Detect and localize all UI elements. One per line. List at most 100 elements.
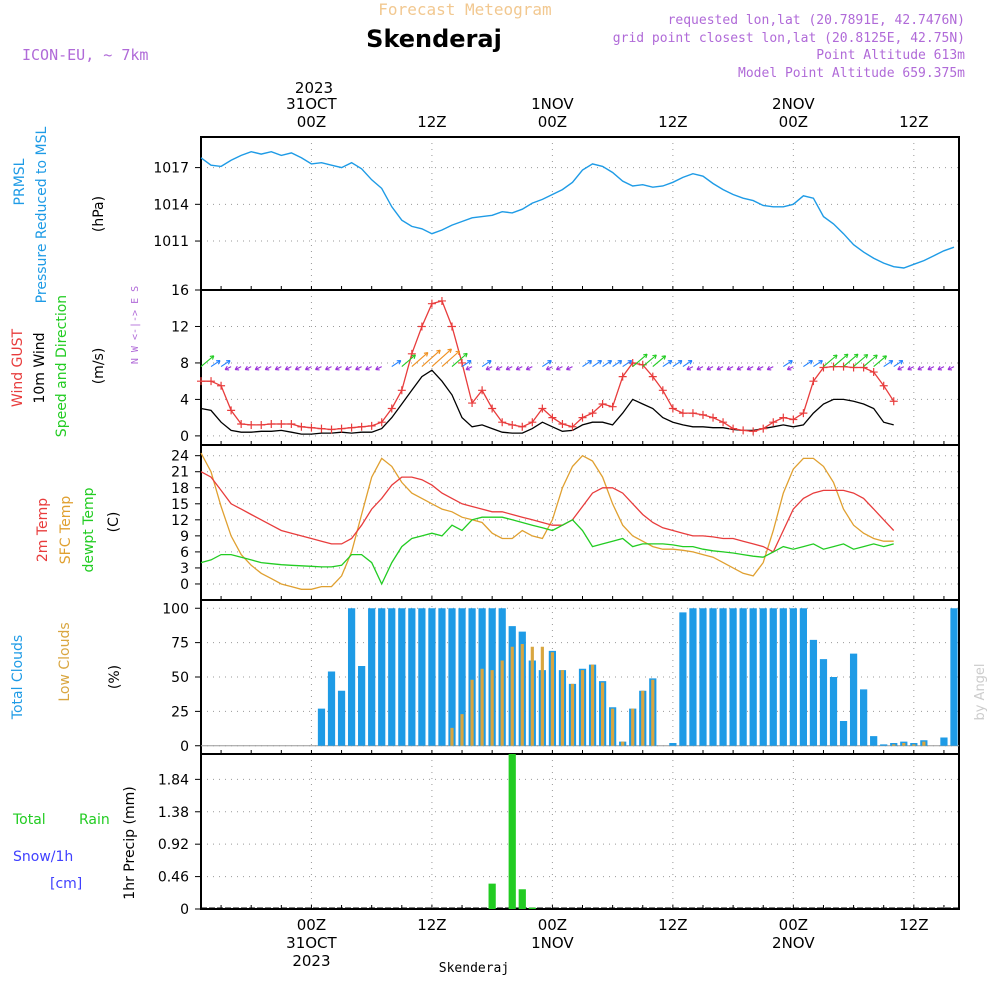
- low-cloud-bar: [550, 652, 554, 746]
- y-tick-label: 15: [171, 497, 189, 513]
- gust-marker: [317, 424, 326, 433]
- wind-arrow: [813, 360, 823, 368]
- wind-arrow: [843, 353, 859, 368]
- low-cloud-bar: [892, 744, 896, 746]
- gust-marker: [227, 406, 236, 415]
- wind-arrow: [556, 366, 563, 371]
- gust-marker: [347, 423, 356, 432]
- y-tick-label: 1017: [153, 161, 189, 177]
- gust-marker: [297, 422, 306, 431]
- precip-label-cm: [cm]: [50, 876, 82, 892]
- gridpoint-coords: grid point closest lon,lat (20.8125E, 42…: [613, 31, 965, 46]
- wind-arrow-head: [244, 365, 250, 371]
- point-altitude: Point Altitude 613m: [816, 48, 965, 63]
- low-cloud-bar: [641, 690, 645, 746]
- wind-arrow: [682, 360, 693, 368]
- top-axis-date: 1NOV: [531, 95, 574, 113]
- total-cloud-bar: [699, 608, 707, 746]
- low-cloud-bar: [460, 714, 464, 746]
- gust-marker: [337, 424, 346, 433]
- total-cloud-bar: [769, 608, 777, 746]
- wind-arrow-head: [487, 360, 492, 365]
- y-tick-label: 12: [171, 319, 189, 335]
- gust-marker: [267, 420, 276, 429]
- wind-arrow: [234, 366, 242, 371]
- wind-arrow-head: [843, 353, 849, 359]
- wind-arrow: [200, 355, 215, 368]
- wind-arrow: [315, 366, 322, 371]
- wind-arrow-head: [545, 365, 551, 371]
- gust-marker: [658, 386, 667, 395]
- low-cloud-bar: [520, 644, 524, 746]
- wind-arrow: [224, 366, 232, 371]
- gust-marker: [598, 399, 607, 408]
- wind-label-10m: 10m Wind: [32, 332, 48, 403]
- gust-marker: [819, 363, 828, 372]
- precip-label-snow: Snow/1h: [13, 849, 73, 865]
- wind-arrow-head: [726, 365, 732, 371]
- y-tick-label: 1.84: [158, 772, 189, 788]
- low-cloud-bar: [470, 679, 474, 746]
- y-tick-label: 25: [171, 704, 189, 720]
- wind-arrow: [325, 366, 332, 371]
- bottom-axis-year: 2023: [292, 952, 330, 970]
- product-title: Forecast Meteogram: [378, 0, 551, 19]
- wind-arrow: [592, 360, 602, 368]
- gust-marker: [799, 409, 808, 418]
- wind-arrow-head: [888, 360, 894, 365]
- low-cloud-bar: [540, 646, 544, 746]
- wind-arrow: [411, 352, 429, 368]
- wind-arrow-head: [325, 365, 330, 371]
- y-tick-label: 6: [180, 545, 189, 561]
- top-axis-hour: 12Z: [658, 113, 687, 131]
- gust-marker: [277, 420, 286, 429]
- panel-frame: [200, 289, 960, 446]
- y-tick-label: 8: [180, 356, 189, 372]
- top-axis-date: 31OCT: [286, 95, 337, 113]
- low-cloud-bar: [530, 646, 534, 746]
- wind-arrow: [295, 366, 302, 371]
- total-cloud-bar: [839, 721, 848, 746]
- total-cloud-bar: [398, 608, 406, 746]
- total-cloud-bar: [347, 608, 356, 746]
- top-axis-hour: 00Z: [779, 113, 808, 131]
- total-cloud-bar: [408, 608, 416, 746]
- gust-marker: [829, 362, 838, 371]
- wind-arrow-head: [355, 365, 360, 371]
- wind-arrow-head: [808, 360, 813, 365]
- wind-arrow-head: [818, 360, 823, 365]
- wind-arrow-head: [897, 365, 902, 371]
- precip-ylabel: 1hr Precip (mm): [122, 786, 138, 899]
- wind-arrow: [833, 353, 849, 368]
- y-tick-label: 18: [171, 481, 189, 497]
- wind-arrow-head: [566, 365, 571, 371]
- gust-marker: [588, 409, 597, 418]
- gust-marker: [618, 372, 627, 381]
- wind-arrow: [696, 366, 704, 371]
- y-tick-label: 1011: [153, 234, 189, 250]
- wind-arrow: [210, 360, 221, 368]
- total-cloud-bar: [317, 708, 326, 746]
- wind-arrow: [873, 355, 887, 368]
- wind-arrow-head: [687, 360, 693, 365]
- gust-marker: [548, 413, 557, 422]
- wind-arrow: [767, 366, 774, 371]
- total-cloud-bar: [749, 608, 757, 746]
- wind-arrow-head: [746, 365, 752, 371]
- wind-arrow-head: [652, 354, 657, 359]
- temp-label-2m: 2m Temp: [35, 498, 51, 562]
- bottom-axis-date: 1NOV: [531, 934, 574, 952]
- gust-marker: [849, 363, 858, 372]
- top-axis-year: 2023: [295, 79, 333, 97]
- total-cloud-bar: [739, 608, 747, 746]
- y-tick-label: 75: [171, 636, 189, 652]
- cloud-ylabel: (%): [107, 665, 123, 689]
- bottom-axis-hour: 00Z: [297, 916, 326, 934]
- wind-arrow: [672, 360, 683, 368]
- wind-arrow-head: [411, 354, 416, 359]
- wind-arrow: [285, 366, 292, 371]
- temp-label-sfc: SFC Temp: [58, 496, 74, 565]
- total-cloud-bar: [809, 639, 818, 746]
- y-tick-label: 21: [171, 465, 189, 481]
- gust-marker: [859, 363, 868, 372]
